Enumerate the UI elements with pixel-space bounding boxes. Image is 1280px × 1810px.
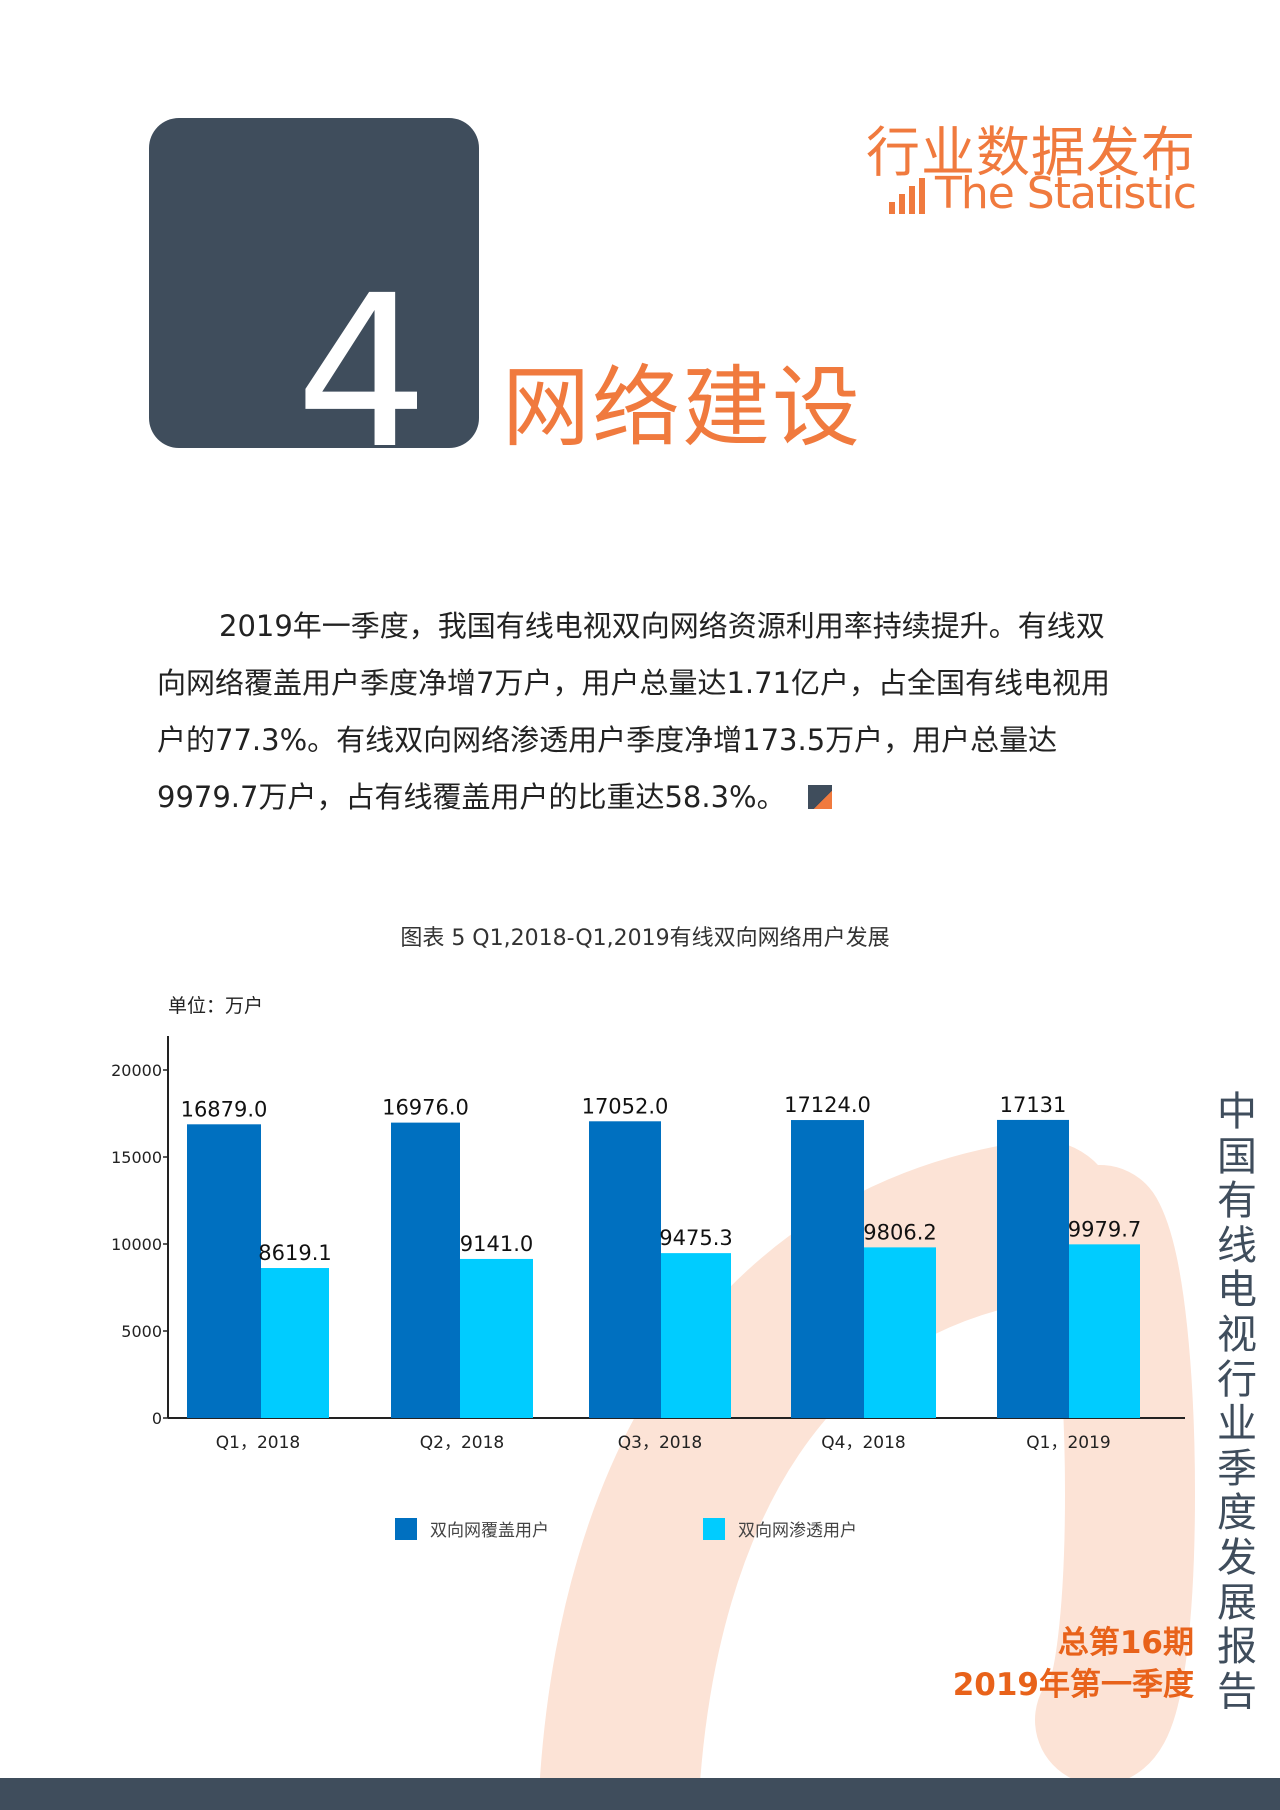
data-label: 17131 xyxy=(1000,1093,1067,1117)
end-mark-icon xyxy=(807,785,832,809)
legend-swatch xyxy=(395,1518,417,1540)
bar-penetration xyxy=(661,1253,731,1418)
bar-coverage xyxy=(589,1121,661,1418)
chapter-number: 4 xyxy=(295,250,429,449)
bar-coverage xyxy=(997,1119,1069,1418)
chapter-number-box: 4 xyxy=(149,118,479,448)
bar-coverage xyxy=(791,1120,864,1418)
legend-label: 双向网覆盖用户 xyxy=(430,1521,549,1541)
bar-penetration xyxy=(460,1258,533,1418)
issue-number: 总第16期 xyxy=(1057,1625,1194,1661)
data-label: 9141.0 xyxy=(460,1232,533,1256)
x-tick-label: Q1，2019 xyxy=(1026,1433,1110,1453)
brand-title-en: The Statistic xyxy=(888,168,1197,219)
y-tick-label: 0 xyxy=(152,1409,162,1428)
issue-quarter: 2019年第一季度 xyxy=(952,1667,1194,1703)
data-label: 8619.1 xyxy=(258,1241,331,1265)
y-tick-label: 5000 xyxy=(121,1322,162,1341)
legend-label: 双向网渗透用户 xyxy=(738,1521,857,1541)
data-label: 9475.3 xyxy=(659,1226,732,1250)
data-label: 9806.2 xyxy=(863,1220,936,1244)
x-tick-label: Q3，2018 xyxy=(618,1433,702,1453)
bar-penetration xyxy=(261,1268,329,1418)
report-side-title: 中国有线电视行业季度发展报告 xyxy=(1217,1089,1257,1715)
y-tick-label: 15000 xyxy=(111,1148,162,1167)
data-label: 17052.0 xyxy=(582,1094,669,1118)
data-label: 9979.7 xyxy=(1068,1217,1141,1241)
bar-coverage xyxy=(187,1124,261,1418)
bar-chart-icon xyxy=(888,174,925,214)
brand-en-text: The Statistic xyxy=(934,168,1197,219)
y-tick-label: 10000 xyxy=(111,1235,162,1254)
body-paragraph: 2019年一季度，我国有线电视双向网络资源利用率持续提升。有线双向网络覆盖用户季… xyxy=(157,598,1117,826)
y-tick-label: 20000 xyxy=(111,1061,162,1080)
figure-caption: 图表 5 Q1,2018-Q1,2019有线双向网络用户发展 xyxy=(400,926,890,951)
issue-info: 总第16期 2019年第一季度 xyxy=(953,1622,1194,1706)
x-tick-label: Q4，2018 xyxy=(821,1433,905,1453)
body-paragraph-text: 2019年一季度，我国有线电视双向网络资源利用率持续提升。有线双向网络覆盖用户季… xyxy=(157,609,1111,814)
chapter-title: 网络建设 xyxy=(502,356,863,459)
data-label: 17124.0 xyxy=(784,1093,871,1117)
unit-label: 单位：万户 xyxy=(168,995,263,1017)
bar-penetration xyxy=(864,1247,936,1418)
brand-title-cn: 行业数据发布 xyxy=(866,121,1196,184)
x-tick-label: Q1，2018 xyxy=(216,1433,300,1453)
data-label: 16976.0 xyxy=(382,1096,469,1120)
x-tick-label: Q2，2018 xyxy=(420,1433,504,1453)
legend-swatch xyxy=(703,1518,725,1540)
bar-penetration xyxy=(1069,1244,1140,1418)
bar-coverage xyxy=(391,1122,460,1418)
footer-bar xyxy=(0,1778,1280,1810)
data-label: 16879.0 xyxy=(181,1097,268,1121)
